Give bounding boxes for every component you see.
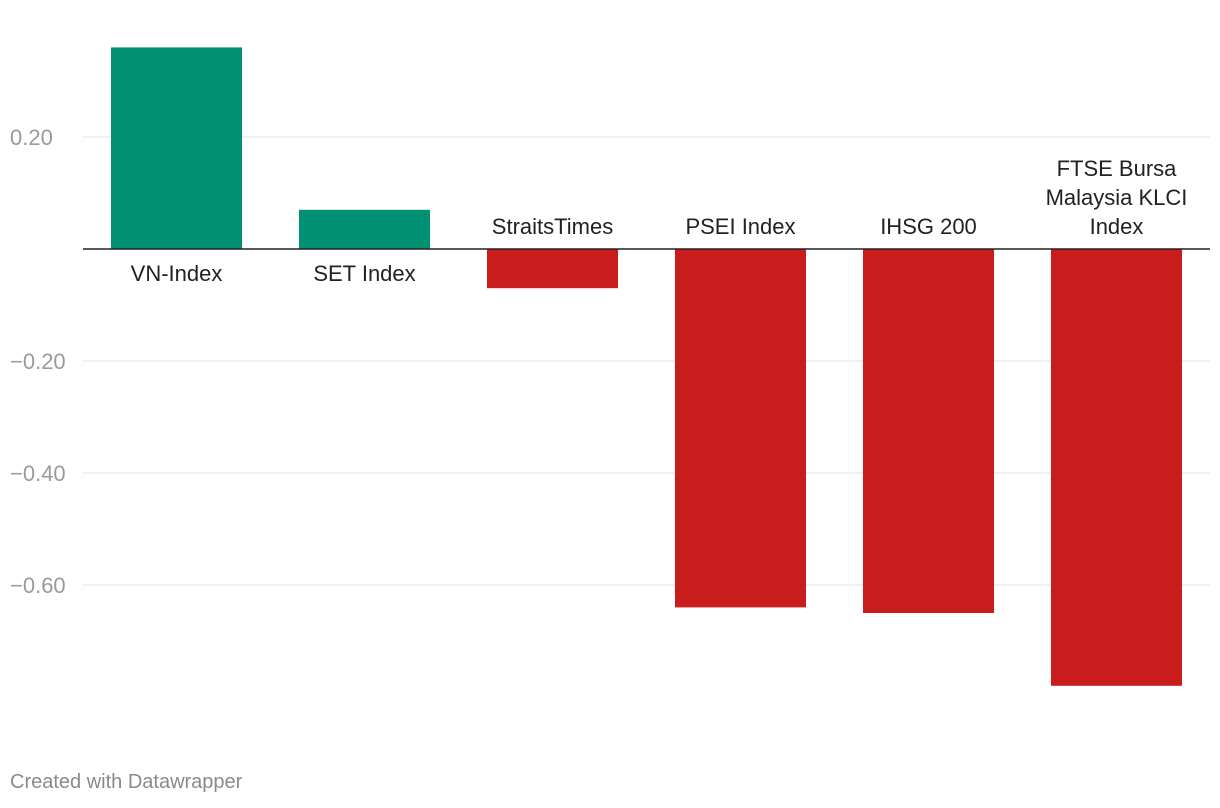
datawrapper-credit[interactable]: Created with Datawrapper (10, 771, 243, 793)
category-label: SET Index (313, 261, 415, 286)
category-label: StraitsTimes (492, 214, 613, 239)
y-tick-label: −0.20 (10, 349, 66, 374)
y-tick-label: −0.40 (10, 461, 66, 486)
y-tick-label: 0.20 (10, 125, 53, 150)
bar (1051, 249, 1182, 686)
category-label: FTSE Bursa Malaysia KLCI Index (1046, 156, 1188, 239)
bar (111, 47, 242, 250)
bar (863, 249, 994, 613)
bar (299, 209, 430, 249)
category-label: IHSG 200 (880, 214, 977, 239)
y-tick-label: −0.60 (10, 573, 66, 598)
bar (675, 249, 806, 608)
bar (487, 249, 618, 289)
category-label: VN-Index (131, 261, 223, 286)
category-label: PSEI Index (685, 214, 795, 239)
